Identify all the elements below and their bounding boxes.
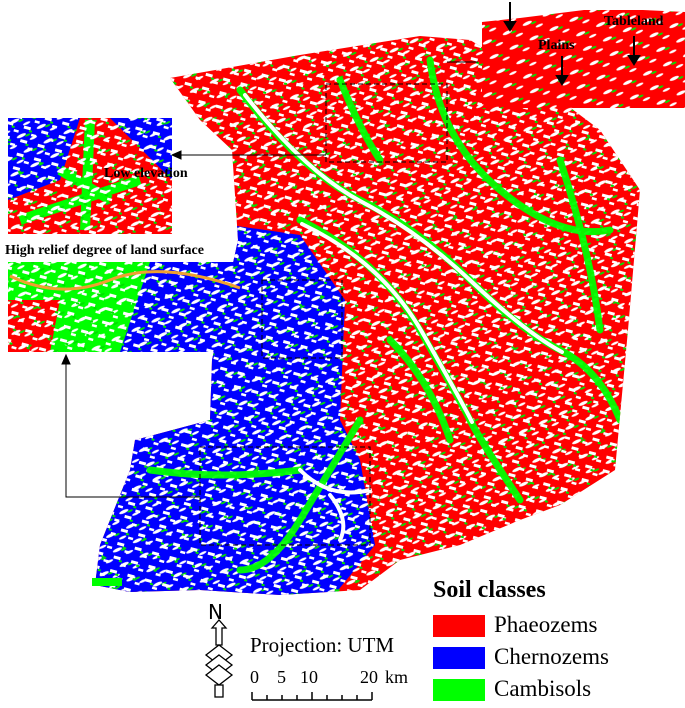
legend-label-chernozems: Chernozems (494, 644, 609, 669)
inset-label-high-relief: High relief degree of land surface (5, 243, 204, 258)
scale-unit: km (385, 667, 409, 687)
legend-title: Soil classes (433, 577, 546, 603)
inset-label-tableland: Tableland (604, 14, 664, 29)
north-arrow-icon (204, 619, 234, 698)
scale-bar (251, 692, 373, 701)
scale-tick-0: 0 (250, 667, 259, 687)
legend-label-phaeozems: Phaeozems (494, 612, 598, 637)
inset-label-plains: Plains (538, 38, 575, 53)
inset-extent-boxes (199, 83, 448, 546)
legend-swatch-phaeozems (433, 615, 485, 637)
north-label: N (208, 600, 223, 624)
legend-swatch-chernozems (433, 647, 485, 669)
legend-label-cambisols: Cambisols (494, 676, 592, 701)
inset-left-middle (8, 262, 241, 352)
connector-lines (61, 61, 478, 498)
scale-tick-10: 10 (300, 667, 318, 687)
inset-left-top (8, 118, 172, 234)
inset-label-low-elevation: Low elevation (104, 166, 188, 181)
map-fragment (92, 578, 122, 586)
legend-swatch-cambisols (433, 679, 485, 701)
inset-top-right (482, 0, 685, 108)
scale-tick-20: 20 (360, 667, 378, 687)
scale-tick-5: 5 (277, 667, 286, 687)
projection-label: Projection: UTM (250, 633, 395, 657)
